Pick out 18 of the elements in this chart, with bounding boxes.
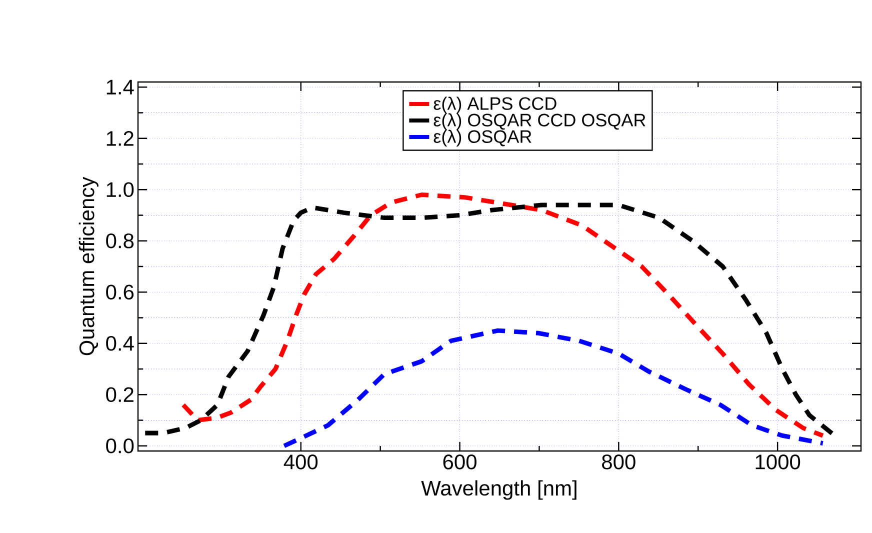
x-tick-label: 1000 (756, 454, 800, 470)
legend-label: ε(λ) ALPS CCD (434, 96, 556, 114)
x-tick-label: 400 (284, 454, 318, 470)
y-tick-label: 1.0 (106, 182, 134, 198)
y-axis-title: Quantum efficiency (78, 176, 98, 356)
y-tick-label: 1.4 (106, 80, 134, 94)
y-tick-label: 0.6 (106, 284, 134, 300)
y-tick-label: 0.8 (106, 233, 134, 248)
y-tick-label: 0.2 (106, 387, 134, 402)
y-tick-label: 0.0 (106, 438, 134, 454)
legend-label: ε(λ) OSQAR (434, 130, 532, 147)
x-tick-label: 800 (602, 454, 636, 470)
line-series (282, 328, 826, 448)
y-tick-label: 1.2 (106, 131, 134, 146)
x-axis-title: Wavelength [nm] (421, 480, 576, 500)
x-tick-label: 600 (443, 454, 476, 470)
legend-label: ε(λ) OSQAR CCD OSQAR (434, 113, 646, 130)
y-tick-label: 0.4 (106, 336, 134, 351)
